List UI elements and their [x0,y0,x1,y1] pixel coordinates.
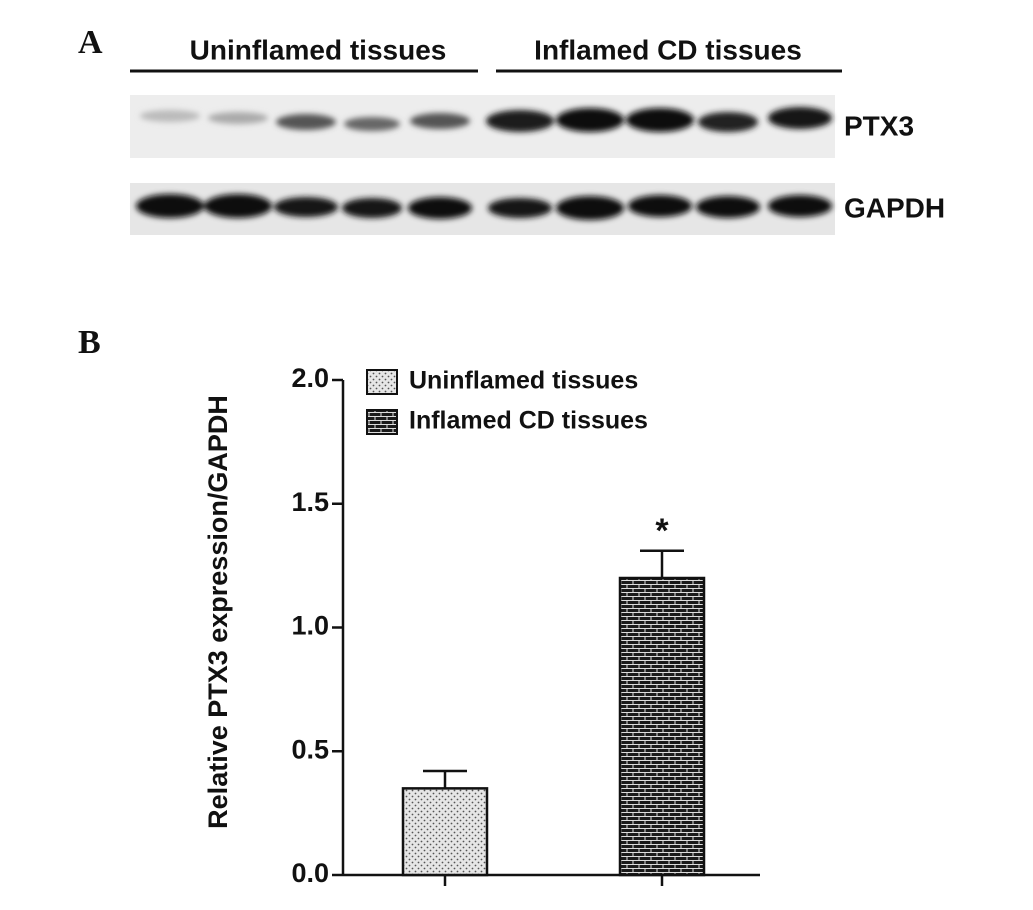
group-label: Uninflamed tissues [190,34,447,65]
legend-swatch [366,409,398,435]
group-label: Inflamed CD tissues [534,34,802,65]
annotation: * [655,512,669,550]
legend-label: Inflamed CD tissues [409,407,648,435]
y-tick-label: 2.0 [291,363,329,393]
bands [136,107,832,220]
row-label: GAPDH [844,192,945,223]
legend-swatch [366,369,398,395]
blot: Uninflamed tissues Inflamed CD tissues [130,34,945,235]
legend-label: Uninflamed tissues [409,367,638,395]
row-label: PTX3 [844,110,914,141]
y-tick-label: 0.5 [291,734,329,764]
chart: Relative PTX3 expression/GAPDH 0.0 0.5 1.0… [203,363,760,888]
bar [401,787,489,877]
panel-label: A [78,24,103,61]
bar [618,576,706,877]
y-tick-label: 0.0 [291,858,329,888]
panel-label: B [78,324,101,361]
y-tick-label: 1.0 [291,611,329,641]
y-axis-label: Relative PTX3 expression/GAPDH [203,395,233,829]
y-tick-label: 1.5 [291,487,329,517]
